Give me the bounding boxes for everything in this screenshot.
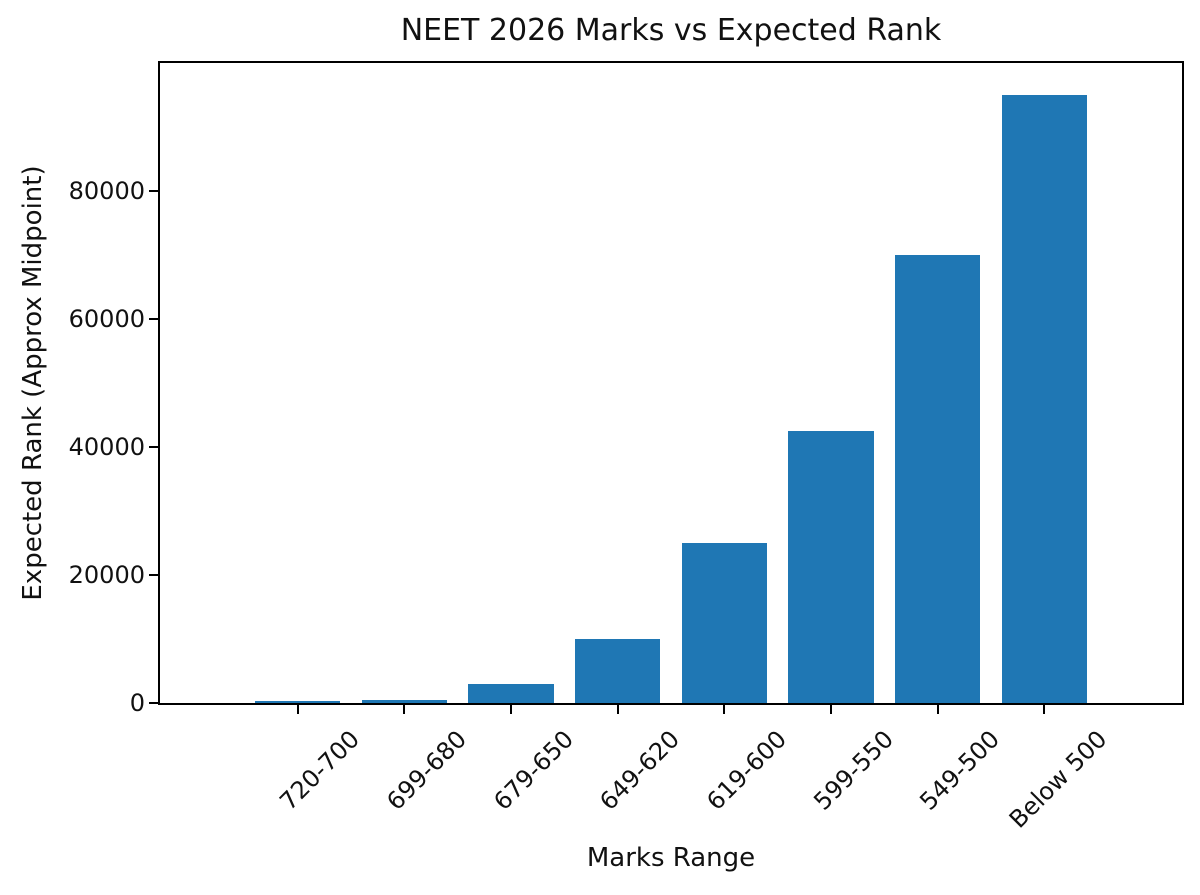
bar-699-680: [361, 699, 447, 703]
y-tick-mark: [149, 446, 158, 448]
x-tick-mark: [723, 705, 726, 714]
plot-area: [158, 61, 1184, 705]
y-tick-mark: [149, 190, 158, 192]
bar-549-500: [895, 255, 981, 703]
x-tick-label: 649-620: [594, 725, 686, 816]
x-tick-mark: [830, 705, 833, 714]
x-tick-label: 619-600: [701, 725, 793, 816]
chart-title: NEET 2026 Marks vs Expected Rank: [400, 13, 942, 48]
bar-619-600: [681, 543, 767, 703]
x-tick-label: Below 500: [1003, 725, 1113, 834]
y-tick-mark: [149, 318, 158, 320]
y-axis-label: Expected Rank (Approx Midpoint): [18, 165, 48, 601]
x-tick-mark: [616, 705, 619, 714]
bar-679-650: [468, 683, 554, 703]
bar-720-700: [254, 701, 341, 703]
x-tick-label: 679-650: [488, 725, 579, 816]
x-tick-label: 720-700: [274, 725, 366, 816]
x-tick-mark: [1043, 705, 1046, 714]
x-tick-label: 549-500: [914, 725, 1006, 816]
x-tick-mark: [296, 705, 299, 714]
bar-649-620: [574, 639, 661, 703]
bar-Below 500: [1001, 95, 1088, 703]
x-tick-label: 599-550: [808, 725, 899, 816]
y-tick-mark: [149, 702, 158, 704]
y-tick-label: 0: [129, 689, 145, 717]
x-axis-label: Marks Range: [586, 843, 756, 873]
y-tick-label: 40000: [68, 433, 145, 461]
x-tick-mark: [509, 705, 512, 714]
bar-599-550: [788, 431, 874, 703]
x-tick-mark: [403, 705, 406, 714]
y-tick-mark: [149, 574, 158, 576]
y-tick-label: 20000: [68, 561, 145, 589]
y-tick-label: 60000: [68, 305, 145, 333]
y-tick-label: 80000: [68, 177, 145, 205]
x-tick-label: 699-680: [381, 725, 473, 816]
x-tick-mark: [936, 705, 939, 714]
